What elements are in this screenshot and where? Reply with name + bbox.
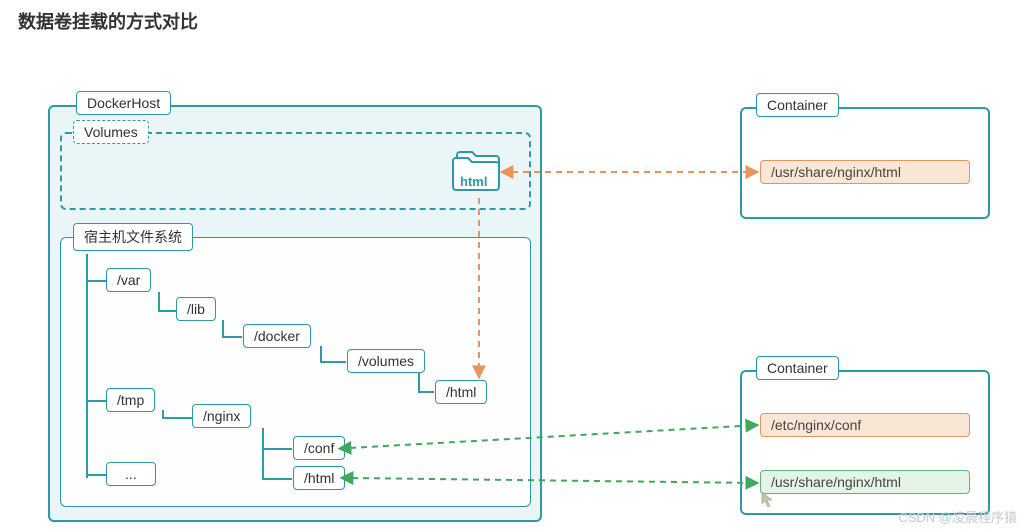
fs-node-docker: /docker [243, 324, 311, 348]
fs-node-nginx: /nginx [192, 404, 251, 428]
fs-node-tmp: /tmp [106, 388, 155, 412]
container-bottom-path-1: /usr/share/nginx/html [760, 470, 970, 494]
volume-html-label: html [460, 174, 487, 189]
fs-node-lib: /lib [176, 297, 216, 321]
container-bottom-label: Container [756, 356, 839, 380]
container-bottom-path-0: /etc/nginx/conf [760, 413, 970, 437]
fs-node-dots: ... [106, 462, 156, 486]
fs-node-html1: /html [435, 380, 487, 404]
container-top-path-0: /usr/share/nginx/html [760, 160, 970, 184]
volumes-label: Volumes [73, 120, 149, 144]
watermark: CSDN @凌晨程序猿 [898, 507, 1017, 526]
fs-node-volumes: /volumes [347, 349, 425, 373]
page-title: 数据卷挂载的方式对比 [18, 8, 198, 34]
fs-node-var: /var [106, 268, 151, 292]
fs-node-conf: /conf [293, 436, 345, 460]
host-fs-label: 宿主机文件系统 [73, 223, 193, 251]
container-top-label: Container [756, 93, 839, 117]
docker-host-label: DockerHost [76, 91, 171, 115]
fs-node-html2: /html [293, 466, 345, 490]
